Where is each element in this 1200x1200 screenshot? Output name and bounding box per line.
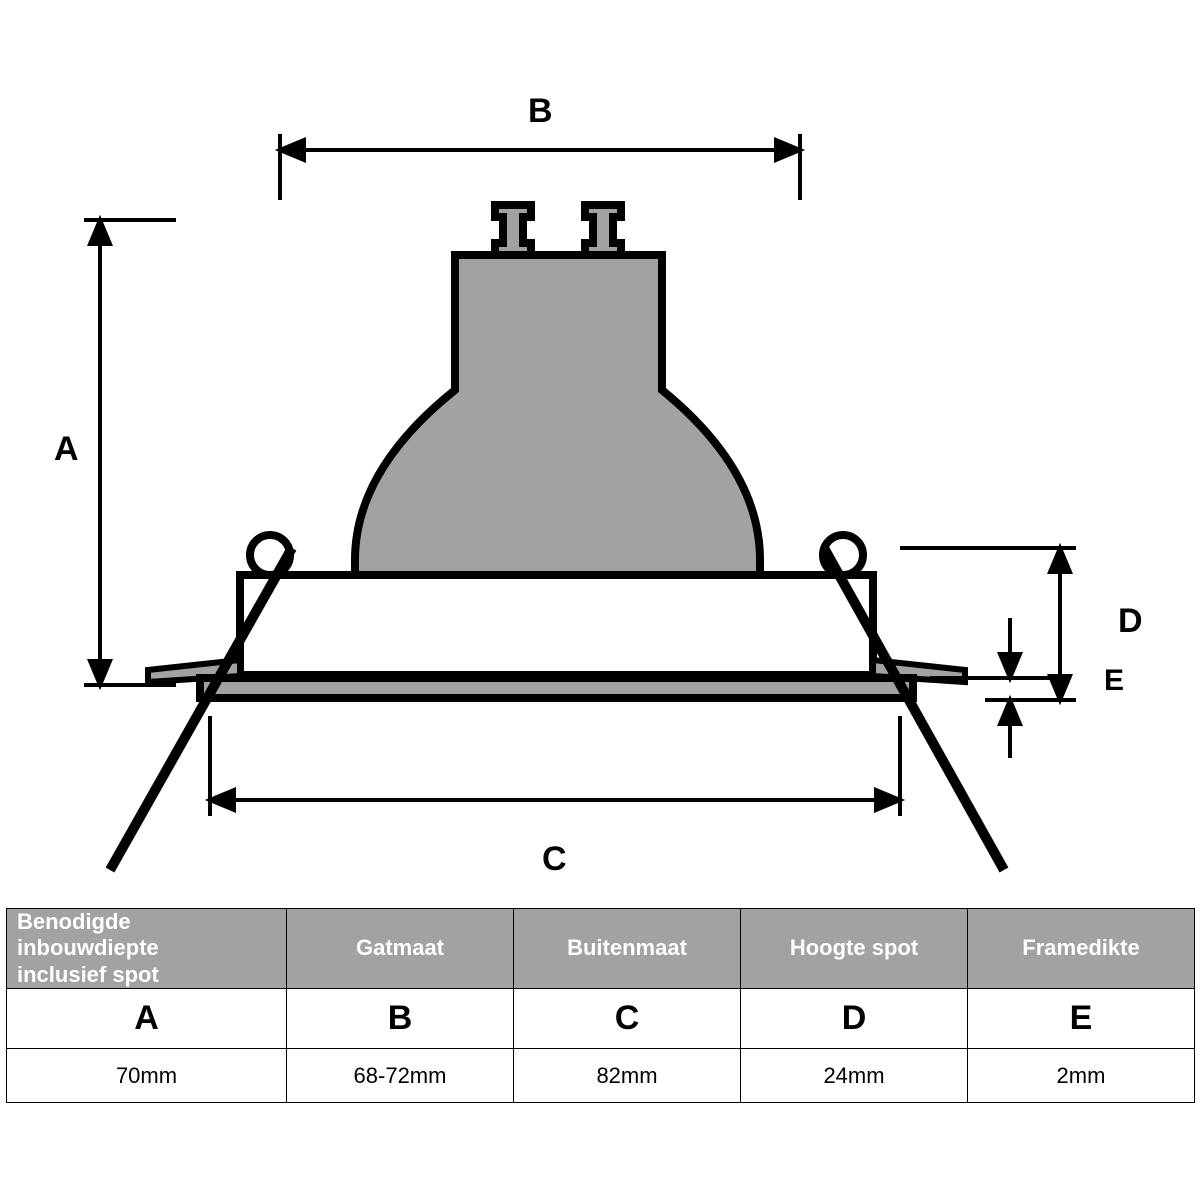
spring-clip-right (824, 548, 1004, 870)
letter-cell-E: E (968, 989, 1195, 1049)
dimension-E (930, 618, 1060, 758)
bulb-shape (355, 205, 760, 580)
dimension-C (210, 716, 900, 816)
value-cell-E: 2mm (968, 1049, 1195, 1103)
col-header-C: Buitenmaat (514, 909, 741, 989)
letter-cell-A: A (7, 989, 287, 1049)
value-cell-C: 82mm (514, 1049, 741, 1103)
col-header-A-l2: inclusief spot (17, 962, 159, 987)
letter-cell-D: D (741, 989, 968, 1049)
spring-clip-left (110, 548, 292, 870)
dimension-A (84, 220, 176, 685)
table-header-row: Benodigde inbouwdiepte inclusief spot Ga… (7, 909, 1195, 989)
dim-label-A: A (54, 430, 79, 469)
dim-label-B: B (528, 92, 553, 131)
dim-label-D: D (1118, 602, 1143, 641)
dimension-B (280, 134, 800, 200)
dim-label-C: C (542, 840, 567, 879)
drawing-svg (0, 0, 1200, 900)
dimensions-table: Benodigde inbouwdiepte inclusief spot Ga… (6, 908, 1195, 1103)
letter-cell-B: B (287, 989, 514, 1049)
value-cell-B: 68-72mm (287, 1049, 514, 1103)
col-header-A-l1: Benodigde inbouwdiepte (17, 909, 159, 960)
letter-cell-C: C (514, 989, 741, 1049)
value-cell-A: 70mm (7, 1049, 287, 1103)
col-header-A: Benodigde inbouwdiepte inclusief spot (7, 909, 287, 989)
technical-diagram: A B C D E (0, 0, 1200, 900)
table-value-row: 70mm 68-72mm 82mm 24mm 2mm (7, 1049, 1195, 1103)
dim-label-E: E (1104, 664, 1124, 698)
value-cell-D: 24mm (741, 1049, 968, 1103)
col-header-D: Hoogte spot (741, 909, 968, 989)
col-header-B: Gatmaat (287, 909, 514, 989)
table-letter-row: A B C D E (7, 989, 1195, 1049)
col-header-E: Framedikte (968, 909, 1195, 989)
